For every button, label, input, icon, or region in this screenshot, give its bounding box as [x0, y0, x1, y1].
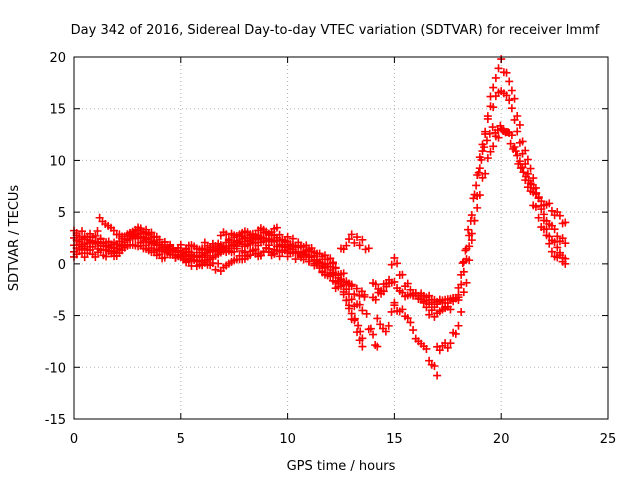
chart-title: Day 342 of 2016, Sidereal Day-to-day VTE…	[71, 23, 600, 38]
x-tick-label: 25	[600, 432, 617, 447]
y-tick-label: 20	[49, 51, 66, 66]
plot-frame	[73, 56, 609, 420]
series-trace-12	[390, 298, 442, 380]
series-trace-7	[337, 230, 373, 254]
y-tick-label: -5	[53, 310, 66, 325]
y-tick-label: 10	[49, 154, 66, 169]
data-points	[70, 55, 570, 380]
series-trace-8	[360, 292, 382, 351]
y-tick-label: -10	[45, 361, 66, 376]
series-trace-16	[458, 121, 570, 268]
series-trace-14	[433, 55, 570, 355]
series-trace-15	[454, 87, 570, 292]
x-tick-label: 10	[279, 432, 296, 447]
y-tick-label: -15	[45, 413, 66, 428]
x-tick-label: 20	[493, 432, 510, 447]
series-trace-11	[373, 301, 399, 336]
y-tick-label: 5	[58, 206, 66, 221]
axis-ticks: 0 5 10 15 20 25 -15 -10 -5 0 5 10 15 20	[45, 51, 617, 447]
x-axis-label: GPS time / hours	[287, 459, 396, 474]
y-tick-label: 0	[58, 258, 66, 273]
x-tick-label: 0	[70, 432, 78, 447]
x-tick-label: 5	[177, 432, 185, 447]
series-trace-6	[102, 223, 281, 271]
y-axis-label: SDTVAR / TECUs	[7, 185, 22, 292]
y-tick-label: 15	[49, 103, 66, 118]
x-tick-label: 15	[386, 432, 403, 447]
